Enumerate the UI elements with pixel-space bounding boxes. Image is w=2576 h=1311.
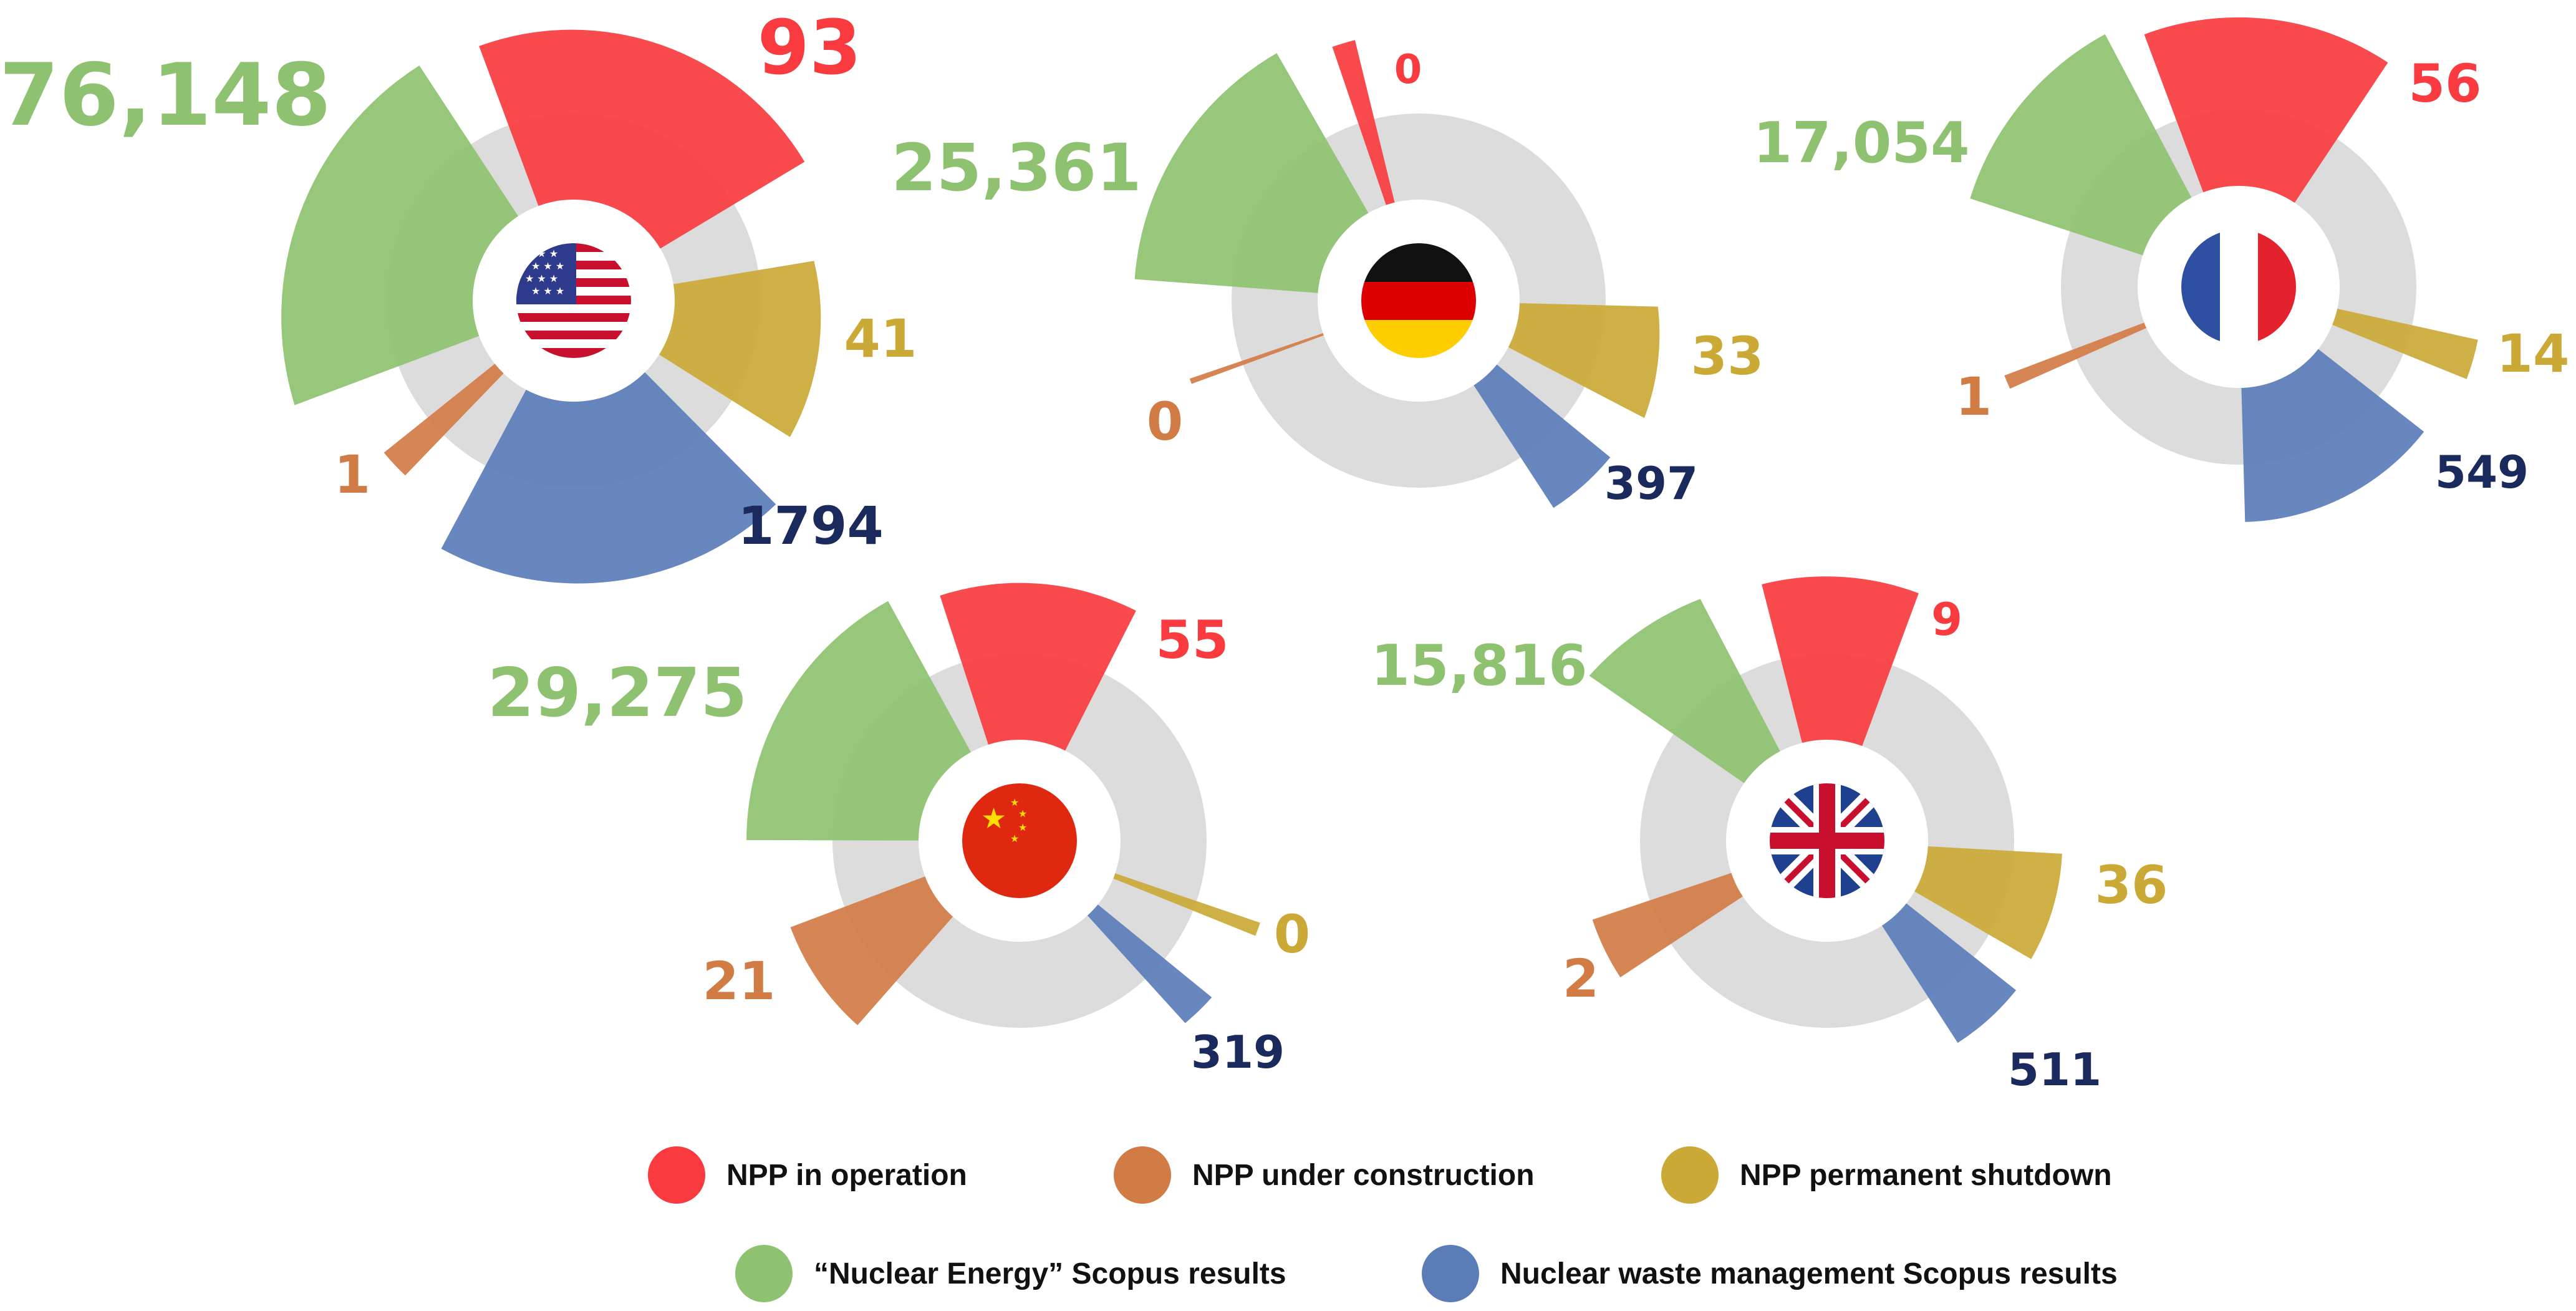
value-shutdown: 33 [1691, 326, 1764, 387]
chart-de: 25,361 0 33 0 397 [891, 40, 1763, 510]
legend-swatch [1114, 1146, 1171, 1204]
value-waste: 549 [2435, 446, 2529, 498]
svg-text:★: ★ [981, 801, 1006, 835]
value-operation: 55 [1156, 609, 1229, 670]
chart-cn: ★ ★ ★ ★ ★ 29,275 55 0 21 319 [488, 583, 1310, 1078]
value-energy: 25,361 [891, 130, 1141, 206]
value-operation: 0 [1394, 47, 1422, 93]
legend-item-waste: Nuclear waste management Scopus results [1422, 1245, 2118, 1302]
legend-label: NPP under construction [1192, 1159, 1535, 1192]
germany-flag-icon [1361, 243, 1476, 358]
value-construction: 2 [1563, 948, 1599, 1009]
uk-flag-icon [1770, 783, 1884, 898]
svg-text:★: ★ [1010, 833, 1019, 844]
legend-label: “Nuclear Energy” Scopus results [814, 1257, 1286, 1290]
legend-item-shutdown: NPP permanent shutdown [1661, 1146, 2112, 1204]
value-shutdown: 41 [844, 308, 917, 369]
bar-operation [940, 583, 1136, 841]
svg-text:★ ★ ★: ★ ★ ★ [531, 285, 564, 297]
value-waste: 1794 [738, 495, 884, 556]
legend: NPP in operation NPP under construction … [648, 1146, 2118, 1302]
value-waste: 397 [1604, 457, 1698, 510]
value-energy: 15,816 [1371, 633, 1587, 699]
svg-text:★ ★ ★: ★ ★ ★ [531, 260, 564, 272]
legend-item-construction: NPP under construction [1114, 1146, 1535, 1204]
value-construction: 21 [703, 951, 776, 1012]
value-energy: 76,148 [0, 45, 331, 145]
value-energy: 29,275 [488, 654, 748, 732]
legend-label: Nuclear waste management Scopus results [1500, 1257, 2118, 1290]
bar-operation [2144, 17, 2388, 288]
legend-item-operation: NPP in operation [648, 1146, 967, 1204]
svg-text:★ ★ ★: ★ ★ ★ [525, 273, 558, 284]
chart-us: ★ ★ ★ ★ ★ ★ ★ ★ ★ ★ ★ ★ 76,148 93 41 1 1… [0, 5, 917, 584]
value-shutdown: 36 [2095, 854, 2168, 916]
legend-swatch [648, 1146, 705, 1204]
value-waste: 511 [2008, 1043, 2101, 1096]
china-flag-icon: ★ ★ ★ ★ ★ [962, 783, 1077, 898]
value-operation: 93 [758, 5, 862, 92]
legend-swatch [735, 1245, 793, 1302]
svg-text:★: ★ [1018, 821, 1027, 833]
legend-swatch [1661, 1146, 1719, 1204]
value-waste: 319 [1191, 1026, 1285, 1078]
value-energy: 17,054 [1753, 110, 1969, 176]
us-flag-icon: ★ ★ ★ ★ ★ ★ ★ ★ ★ ★ ★ ★ [516, 243, 631, 358]
legend-swatch [1422, 1245, 1479, 1302]
svg-text:★: ★ [1018, 808, 1027, 820]
value-construction: 1 [334, 444, 370, 505]
legend-label: NPP in operation [726, 1159, 967, 1192]
value-construction: 0 [1147, 391, 1183, 452]
bar-waste [441, 301, 776, 584]
chart-uk: 15,816 9 36 2 511 [1371, 576, 2168, 1096]
value-shutdown: 0 [1274, 904, 1310, 965]
legend-label: NPP permanent shutdown [1740, 1159, 2112, 1192]
bar-operation [1762, 576, 1919, 841]
chart-fr: 17,054 56 14 1 549 [1753, 17, 2569, 522]
legend-item-energy: “Nuclear Energy” Scopus results [735, 1245, 1286, 1302]
value-shutdown: 14 [2497, 323, 2570, 384]
value-construction: 1 [1956, 366, 1992, 427]
value-operation: 9 [1931, 593, 1962, 646]
france-flag-icon [2181, 230, 2296, 344]
value-operation: 56 [2409, 53, 2482, 114]
svg-text:★: ★ [1010, 796, 1019, 808]
